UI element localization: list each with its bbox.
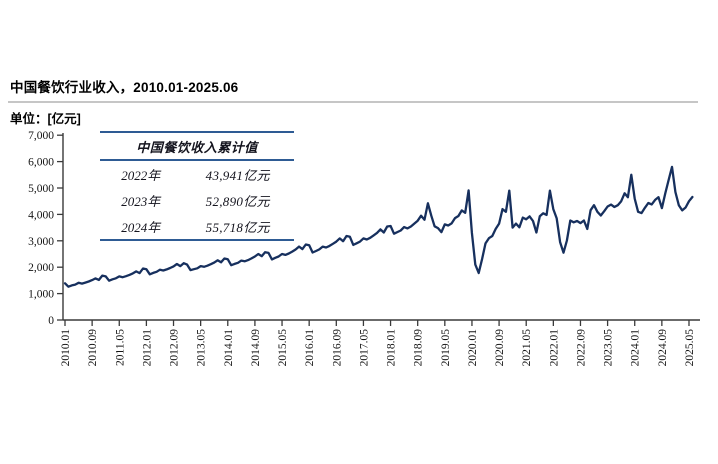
- unit-label: 单位：[亿元]: [10, 112, 81, 126]
- chart-title: 中国餐饮行业收入，2010.01-2025.06: [10, 80, 239, 95]
- svg-text:2,000: 2,000: [28, 262, 54, 274]
- svg-text:4,000: 4,000: [28, 209, 54, 221]
- svg-text:3,000: 3,000: [28, 236, 54, 248]
- svg-text:6,000: 6,000: [28, 157, 54, 169]
- svg-text:2013.05: 2013.05: [196, 329, 208, 367]
- svg-text:2015.05: 2015.05: [277, 329, 289, 367]
- table-value: 43,941亿元: [205, 167, 270, 183]
- table-row: 2023年 52,890亿元: [100, 187, 294, 213]
- svg-text:2014.01: 2014.01: [223, 329, 235, 367]
- svg-text:2022.01: 2022.01: [548, 329, 560, 367]
- svg-text:2010.01: 2010.01: [60, 329, 72, 367]
- svg-text:2022.09: 2022.09: [575, 329, 587, 367]
- svg-text:2020.01: 2020.01: [467, 329, 479, 367]
- svg-text:2019.05: 2019.05: [440, 329, 452, 367]
- table-year: 2024年: [121, 219, 161, 235]
- svg-text:2017.05: 2017.05: [358, 329, 370, 367]
- svg-text:2016.01: 2016.01: [304, 329, 316, 367]
- table-title: 中国餐饮收入累计值: [100, 133, 294, 161]
- svg-text:5,000: 5,000: [28, 183, 54, 195]
- svg-text:2011.05: 2011.05: [114, 329, 126, 366]
- svg-text:2025.05: 2025.05: [684, 329, 696, 367]
- svg-text:7,000: 7,000: [28, 130, 54, 142]
- axes: [62, 133, 700, 321]
- svg-text:2021.05: 2021.05: [521, 329, 533, 367]
- y-axis-labels: 0 1,000 2,000 3,000 4,000 5,000 6,000 7,000: [28, 130, 63, 327]
- svg-text:2024.09: 2024.09: [657, 329, 669, 367]
- svg-text:2010.09: 2010.09: [87, 329, 99, 367]
- title-divider: [8, 101, 698, 103]
- svg-text:2020.09: 2020.09: [494, 329, 506, 367]
- cumulative-value-table: 中国餐饮收入累计值 2022年 43,941亿元 2023年 52,890亿元 …: [100, 131, 294, 241]
- table-row: 2024年 55,718亿元: [100, 213, 294, 239]
- svg-text:2018.01: 2018.01: [386, 329, 398, 367]
- table-year: 2022年: [121, 167, 161, 183]
- svg-text:2024.01: 2024.01: [630, 329, 642, 367]
- table-value: 55,718亿元: [205, 219, 270, 235]
- svg-text:2023.05: 2023.05: [603, 329, 615, 367]
- revenue-line: [63, 165, 694, 288]
- svg-text:0: 0: [48, 315, 54, 327]
- svg-text:2014.09: 2014.09: [250, 329, 262, 367]
- table-row: 2022年 43,941亿元: [100, 161, 294, 187]
- svg-text:2012.01: 2012.01: [141, 329, 153, 367]
- svg-text:2018.09: 2018.09: [413, 329, 425, 367]
- table-value: 52,890亿元: [205, 193, 270, 209]
- x-axis-labels: 2010.01 2010.09 2011.05 2012.01 2012.09 2013.…: [60, 320, 696, 366]
- table-year: 2023年: [121, 193, 161, 209]
- svg-text:2016.09: 2016.09: [331, 329, 343, 367]
- svg-text:1,000: 1,000: [28, 289, 54, 301]
- svg-text:2012.09: 2012.09: [169, 329, 181, 367]
